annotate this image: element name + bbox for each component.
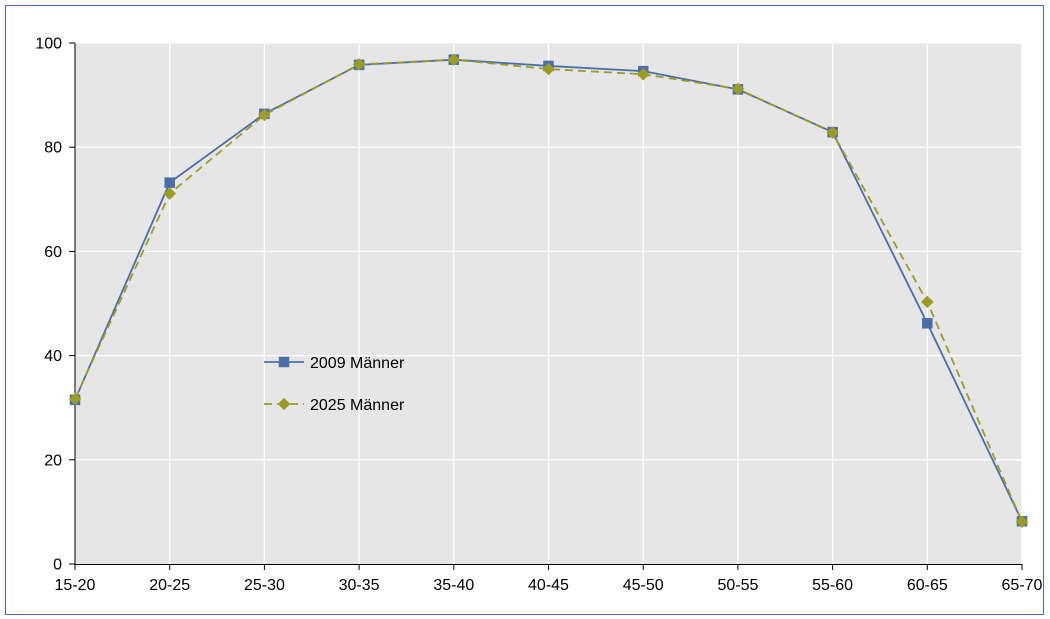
x-tick-label: 30-35	[339, 577, 380, 594]
data-point	[636, 67, 650, 81]
data-point	[258, 108, 271, 122]
legend-swatch-marker	[277, 397, 291, 411]
y-tick-label: 100	[35, 36, 62, 53]
axis-layer: 0 20 40 60 80 100 15-20 20-25 25-30 30-35 35-40 40-…	[35, 36, 1042, 595]
x-tick-label: 65-70	[1002, 577, 1043, 594]
chart-frame: 0 20 40 60 80 100 15-20 20-25 25-30 30-35 35-40 40-…	[5, 5, 1044, 615]
data-point	[826, 126, 839, 139]
y-tick-label: 80	[44, 140, 62, 157]
x-tick-label: 25-30	[244, 577, 285, 594]
legend-label: 2009 Männer	[310, 355, 405, 372]
legend-label: 2025 Männer	[310, 397, 405, 414]
data-point	[920, 295, 934, 309]
data-point	[542, 62, 555, 76]
data-point	[163, 187, 177, 200]
series-layer	[68, 53, 1029, 529]
y-tick-label: 60	[44, 244, 62, 261]
legend-swatch-marker	[278, 356, 290, 368]
y-tick-label: 0	[53, 557, 62, 574]
x-tick-label: 15-20	[55, 577, 96, 594]
x-tick-label: 35-40	[433, 577, 474, 594]
x-tick-label: 40-45	[528, 577, 569, 594]
data-point	[922, 318, 933, 329]
x-tick-label: 45-50	[623, 577, 664, 594]
x-tick-label: 55-60	[812, 577, 853, 594]
legend: 2009 Männer 2025 Männer	[264, 355, 405, 414]
data-point	[68, 392, 82, 406]
data-point	[352, 58, 366, 71]
series-1	[68, 53, 1029, 529]
data-point	[731, 82, 745, 96]
data-point	[447, 53, 461, 67]
y-tick-label: 20	[44, 452, 62, 469]
data-point	[164, 177, 175, 188]
data-point	[1015, 515, 1029, 529]
y-tick-label: 40	[44, 348, 62, 365]
x-tick-label: 50-55	[717, 577, 758, 594]
chart-svg: 0 20 40 60 80 100 15-20 20-25 25-30 30-35 35-40 40-…	[35, 36, 1042, 595]
x-tick-label: 20-25	[149, 577, 190, 594]
series-line	[74, 58, 1023, 523]
x-tick-label: 60-65	[907, 577, 948, 594]
